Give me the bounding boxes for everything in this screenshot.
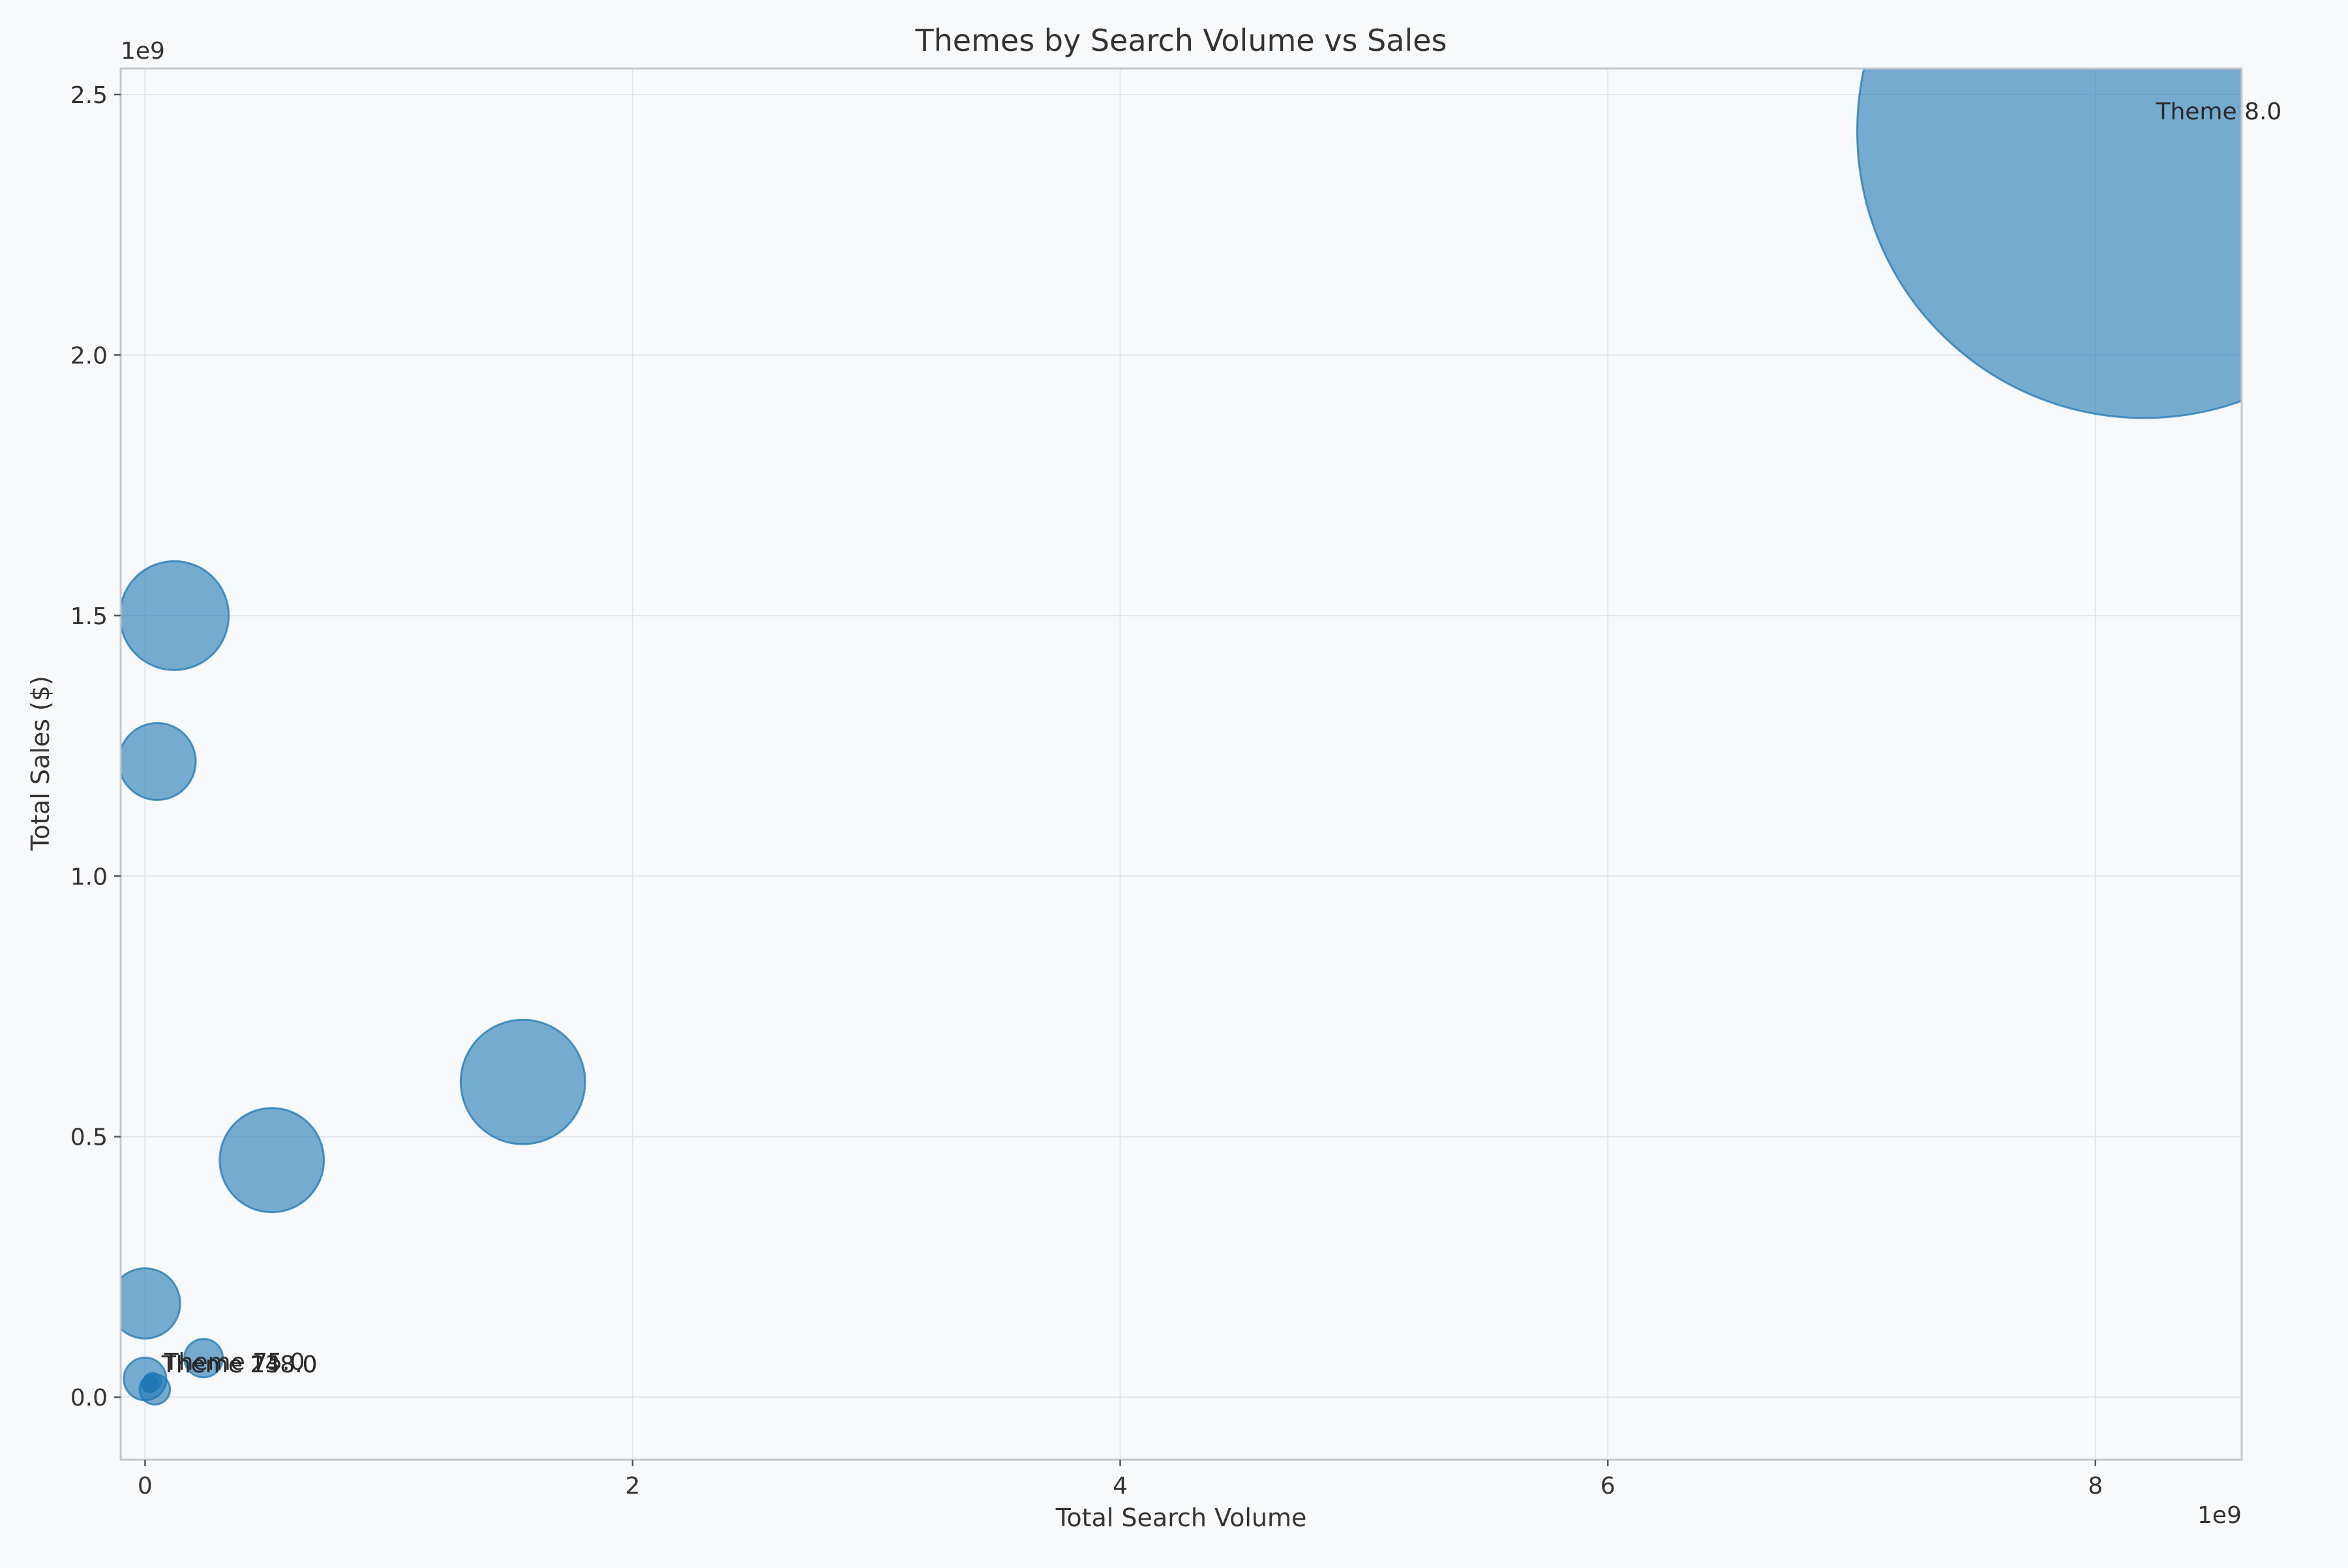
- point-annotation: Theme 248.0: [161, 1351, 318, 1378]
- y-tick-label: 0.0: [70, 1385, 108, 1411]
- y-tick-label: 2.0: [70, 342, 108, 369]
- y-exponent-label: 1e9: [121, 38, 165, 65]
- y-axis-label: Total Sales ($): [26, 676, 55, 851]
- points-layer: [121, 68, 2242, 1406]
- x-tick-label: 0: [138, 1473, 153, 1500]
- y-tick-label: 1.5: [70, 603, 108, 630]
- point-annotation: Theme 138.0: [161, 1351, 318, 1378]
- point-annotation: Theme 8.0: [2155, 98, 2281, 125]
- x-axis-label: Total Search Volume: [1055, 1503, 1307, 1532]
- plot-background: [121, 68, 2242, 1460]
- x-exponent-label: 1e9: [2197, 1502, 2242, 1529]
- data-point: [121, 560, 230, 671]
- data-point: [121, 1267, 181, 1340]
- data-point: [141, 1376, 158, 1393]
- data-point: [121, 721, 197, 802]
- point-annotation: Theme 75.0: [164, 1349, 305, 1376]
- ticks-layer: 0 2 4 6 8 0.0 0.5 1.0 1.5 2.0 2.5: [70, 82, 2103, 1500]
- x-tick-label: 6: [1601, 1473, 1616, 1500]
- data-point: [1856, 68, 2242, 419]
- chart-title: Themes by Search Volume vs Sales: [915, 23, 1447, 58]
- x-tick-label: 8: [2088, 1473, 2103, 1500]
- x-tick-label: 4: [1113, 1473, 1128, 1500]
- data-point: [183, 1338, 224, 1379]
- y-tick-label: 2.5: [70, 82, 108, 109]
- y-tick-label: 0.5: [70, 1124, 108, 1151]
- data-point: [459, 1018, 586, 1145]
- data-point: [218, 1107, 325, 1214]
- x-tick-label: 2: [625, 1473, 640, 1500]
- axes-frame: [119, 67, 2243, 1461]
- y-tick-label: 1.0: [70, 864, 108, 890]
